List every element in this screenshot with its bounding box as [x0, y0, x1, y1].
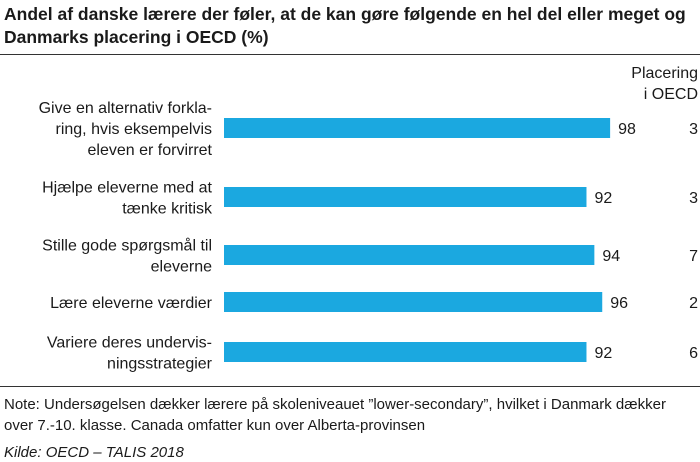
oecd-rank-label: 6 [689, 345, 698, 362]
bar [224, 245, 595, 265]
value-label: 96 [610, 295, 628, 312]
oecd-rank-label: 3 [689, 121, 698, 138]
bar-chart: Placering i OECD Give en alternativ fork… [39, 65, 699, 373]
value-label: 98 [618, 121, 636, 138]
oecd-rank-label: 3 [689, 190, 698, 207]
category-label: Give en alternativ forkla-ring, hvis eks… [39, 100, 213, 159]
bar [224, 342, 587, 362]
value-label: 94 [602, 248, 620, 265]
rank-header-line-1: Placering [631, 65, 698, 82]
category-label: Stille gode spørgsmål til eleverne [42, 237, 212, 276]
note-rule [0, 386, 700, 387]
chart-note: Note: Undersøgelsen dækker lærere på sko… [4, 396, 666, 434]
chart-title: Andel af danske lærere der føler, at de … [4, 4, 686, 47]
bar [224, 187, 587, 207]
bar [224, 292, 603, 312]
value-label: 92 [594, 345, 612, 362]
rank-header-line-2: i OECD [644, 86, 698, 103]
category-label: Hjælpe eleverne med at tænke kritisk [42, 180, 213, 218]
oecd-rank-label: 7 [689, 248, 698, 265]
chart-source: Kilde: OECD – TALIS 2018 [4, 444, 184, 461]
category-label: Variere deres undervis-ningsstrategier [47, 335, 213, 373]
title-rule [0, 54, 700, 55]
bar [224, 118, 611, 138]
oecd-rank-label: 2 [689, 295, 698, 312]
value-label: 92 [594, 190, 612, 207]
category-label: Lære eleverne værdier [50, 295, 213, 312]
